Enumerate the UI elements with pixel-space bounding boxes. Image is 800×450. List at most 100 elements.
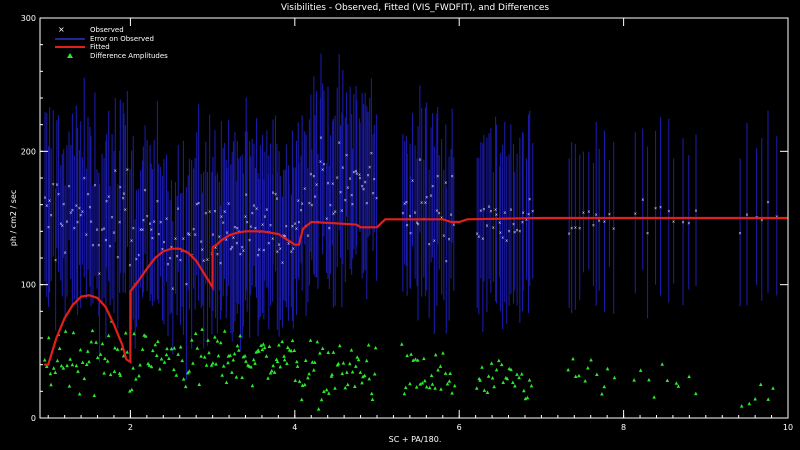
difference-point [268,371,273,375]
difference-point [330,372,334,377]
difference-point [367,376,372,381]
difference-point [77,392,82,396]
observed-point: × [325,216,328,221]
difference-point [356,357,361,362]
difference-point [89,339,94,344]
difference-point [159,357,164,361]
observed-point: × [436,173,439,178]
observed-point: × [442,233,445,238]
observed-point: × [745,212,748,217]
difference-point [409,352,413,356]
difference-point [333,386,337,390]
difference-point [226,360,230,365]
observed-point: × [204,211,207,216]
observed-point: × [45,203,48,208]
difference-point [293,378,298,383]
difference-point [106,333,111,338]
plot-area: ××××××××××××××××××××××××××××××××××××××××… [42,53,788,411]
difference-point [324,387,329,392]
difference-point [156,339,160,344]
observed-point: × [350,192,353,197]
observed-point: × [245,220,248,225]
difference-point [361,374,365,379]
difference-point [427,385,432,390]
difference-point [180,358,185,363]
difference-point [589,357,593,362]
observed-point: × [202,258,205,263]
difference-point [313,360,317,364]
difference-point [221,364,226,368]
difference-point [193,331,198,335]
difference-point [214,362,218,366]
observed-point: × [292,246,295,251]
observed-point: × [531,209,534,214]
difference-point [571,356,575,361]
observed-point: × [200,239,203,244]
observed-point: × [257,247,260,252]
observed-point: × [521,210,524,215]
observed-point: × [528,196,531,201]
observed-point: × [405,223,408,228]
difference-point [513,384,517,388]
observed-point: × [98,271,101,276]
difference-point [199,354,203,358]
observed-point: × [262,247,265,252]
observed-point: × [401,211,404,216]
difference-point [647,377,651,382]
observed-point: × [91,243,94,248]
legend-observed-label: Observed [90,26,124,34]
observed-point: × [300,201,303,206]
observed-point: × [413,210,416,215]
observed-point: × [438,210,441,215]
observed-point: × [265,207,268,212]
observed-point: × [78,206,81,211]
difference-point [235,343,240,348]
observed-point: × [503,210,506,215]
observed-point: × [310,203,313,208]
y-tick-label: 200 [21,147,36,156]
observed-point: × [85,232,88,237]
observed-point: × [420,200,423,205]
observed-point: × [256,253,259,258]
difference-point [70,362,75,367]
difference-point [322,389,326,393]
observed-point: × [309,171,312,176]
observed-point: × [223,209,226,214]
difference-point [215,339,220,343]
difference-point [153,342,158,347]
difference-point [422,356,426,361]
legend-difference-marker [67,53,73,58]
difference-point [348,361,352,366]
observed-point: × [449,212,452,217]
difference-point [499,362,504,367]
x-axis-label: SC + PA/180. [389,435,442,444]
difference-point [345,370,349,374]
y-tick-label: 0 [31,414,36,423]
difference-point [529,383,534,388]
observed-point: × [118,220,121,225]
observed-point: × [47,225,50,230]
difference-point [433,386,437,390]
difference-point [78,347,83,352]
observed-point: × [218,234,221,239]
observed-point: × [152,219,155,224]
difference-point [501,380,505,385]
observed-point: × [291,224,294,229]
observed-point: × [86,191,89,196]
observed-point: × [360,184,363,189]
observed-point: × [276,249,279,254]
observed-point: × [775,214,778,219]
difference-point [167,356,171,360]
observed-point: × [355,171,358,176]
difference-point [138,362,142,367]
observed-point: × [501,235,504,240]
difference-point [228,353,232,357]
observed-point: × [308,201,311,206]
difference-point [318,351,322,355]
observed-point: × [192,227,195,232]
observed-point: × [130,238,133,243]
observed-point: × [416,221,419,226]
difference-point [216,353,221,358]
difference-point [278,364,283,369]
